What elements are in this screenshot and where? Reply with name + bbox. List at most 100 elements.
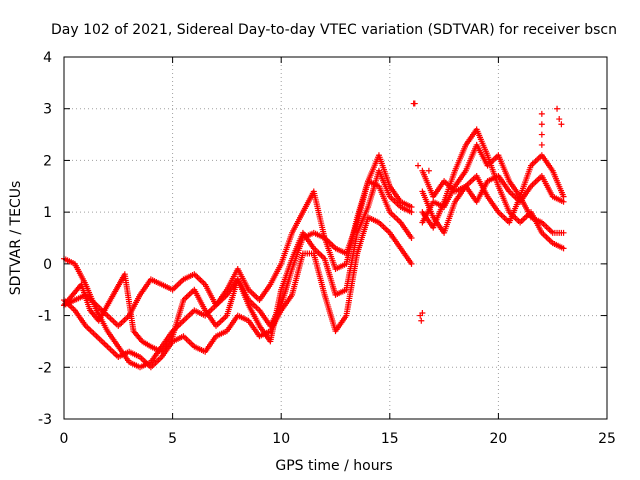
data-point	[385, 207, 392, 214]
data-point	[136, 293, 143, 300]
tick-labels: 0 5 10 15 20 25 -3 -2 -1 0 1 2 3 4	[38, 50, 616, 447]
data-point	[222, 328, 229, 335]
grid-lines	[64, 57, 607, 419]
data-point	[483, 191, 490, 198]
data-point	[255, 321, 262, 328]
data-point	[559, 191, 566, 198]
y-tick-label: -3	[38, 412, 52, 428]
plot-frame	[63, 56, 608, 420]
data-point	[70, 305, 77, 312]
data-point	[114, 341, 121, 348]
data-point	[168, 334, 175, 341]
data-point	[254, 305, 261, 312]
x-tick-label: 15	[381, 431, 399, 447]
data-point	[429, 212, 436, 219]
outlier-point	[556, 116, 563, 123]
y-tick-label: 0	[43, 257, 52, 273]
data-points	[61, 100, 567, 371]
outlier-point	[419, 309, 426, 316]
data-point	[178, 319, 185, 326]
data-point	[244, 300, 251, 307]
data-point	[157, 355, 164, 362]
data-point	[287, 293, 294, 300]
data-point	[558, 197, 565, 204]
data-point	[112, 288, 119, 295]
data-point	[526, 185, 533, 192]
data-point	[243, 316, 250, 323]
data-point	[526, 212, 533, 219]
y-tick-label: 1	[43, 205, 52, 221]
data-point	[130, 325, 137, 332]
outlier-point	[558, 121, 565, 128]
data-point	[407, 233, 414, 240]
data-point	[211, 303, 218, 310]
data-point	[483, 150, 490, 157]
outlier-point	[425, 167, 432, 174]
data-point	[505, 207, 512, 214]
x-tick-label: 5	[168, 431, 177, 447]
data-point	[451, 169, 458, 176]
outlier-point	[554, 105, 561, 112]
data-point	[320, 254, 327, 261]
data-point	[298, 211, 305, 218]
outlier-point	[538, 131, 545, 138]
data-point	[92, 331, 99, 338]
data-point	[222, 293, 229, 300]
data-point	[396, 202, 403, 209]
data-point	[319, 234, 326, 241]
data-point	[353, 231, 360, 238]
data-point	[505, 176, 512, 183]
data-point	[179, 299, 186, 306]
data-point	[396, 197, 403, 204]
data-point	[266, 283, 273, 290]
data-point	[265, 328, 272, 335]
outlier-point	[411, 100, 418, 107]
data-point	[494, 181, 501, 188]
data-point	[86, 305, 93, 312]
data-point	[200, 280, 207, 287]
data-point	[439, 203, 446, 210]
data-point	[103, 326, 110, 333]
data-point	[200, 311, 207, 318]
data-point	[103, 303, 110, 310]
y-tick-label: 4	[43, 50, 52, 66]
data-point	[167, 285, 174, 292]
data-point	[81, 321, 88, 328]
data-point	[450, 185, 457, 192]
data-point	[451, 200, 458, 207]
data-point	[277, 262, 284, 269]
data-point	[461, 169, 468, 176]
x-tick-label: 20	[489, 431, 507, 447]
data-point	[200, 347, 207, 354]
data-point	[244, 284, 251, 291]
data-point	[461, 143, 468, 150]
data-point	[406, 208, 413, 215]
outlier-point	[415, 162, 422, 169]
data-point	[178, 334, 185, 341]
y-tick-label: 3	[43, 102, 52, 118]
x-tick-label: 0	[60, 431, 69, 447]
data-point	[527, 164, 534, 171]
data-point	[156, 280, 163, 287]
data-point	[70, 259, 77, 266]
data-point	[189, 272, 196, 279]
data-point	[321, 289, 328, 296]
data-point	[135, 353, 142, 360]
data-point	[309, 243, 316, 250]
data-point	[548, 166, 555, 173]
outlier-point	[538, 141, 545, 148]
data-point	[385, 228, 392, 235]
data-point	[364, 205, 371, 212]
data-point	[548, 191, 555, 198]
data-point	[515, 191, 522, 198]
data-point	[81, 279, 88, 286]
data-point	[113, 352, 120, 359]
y-tick-label: -2	[38, 360, 52, 376]
data-point	[548, 238, 555, 245]
data-point	[396, 243, 403, 250]
data-point	[548, 228, 555, 235]
data-point	[211, 334, 218, 341]
data-point	[288, 257, 295, 264]
data-point	[330, 243, 337, 250]
